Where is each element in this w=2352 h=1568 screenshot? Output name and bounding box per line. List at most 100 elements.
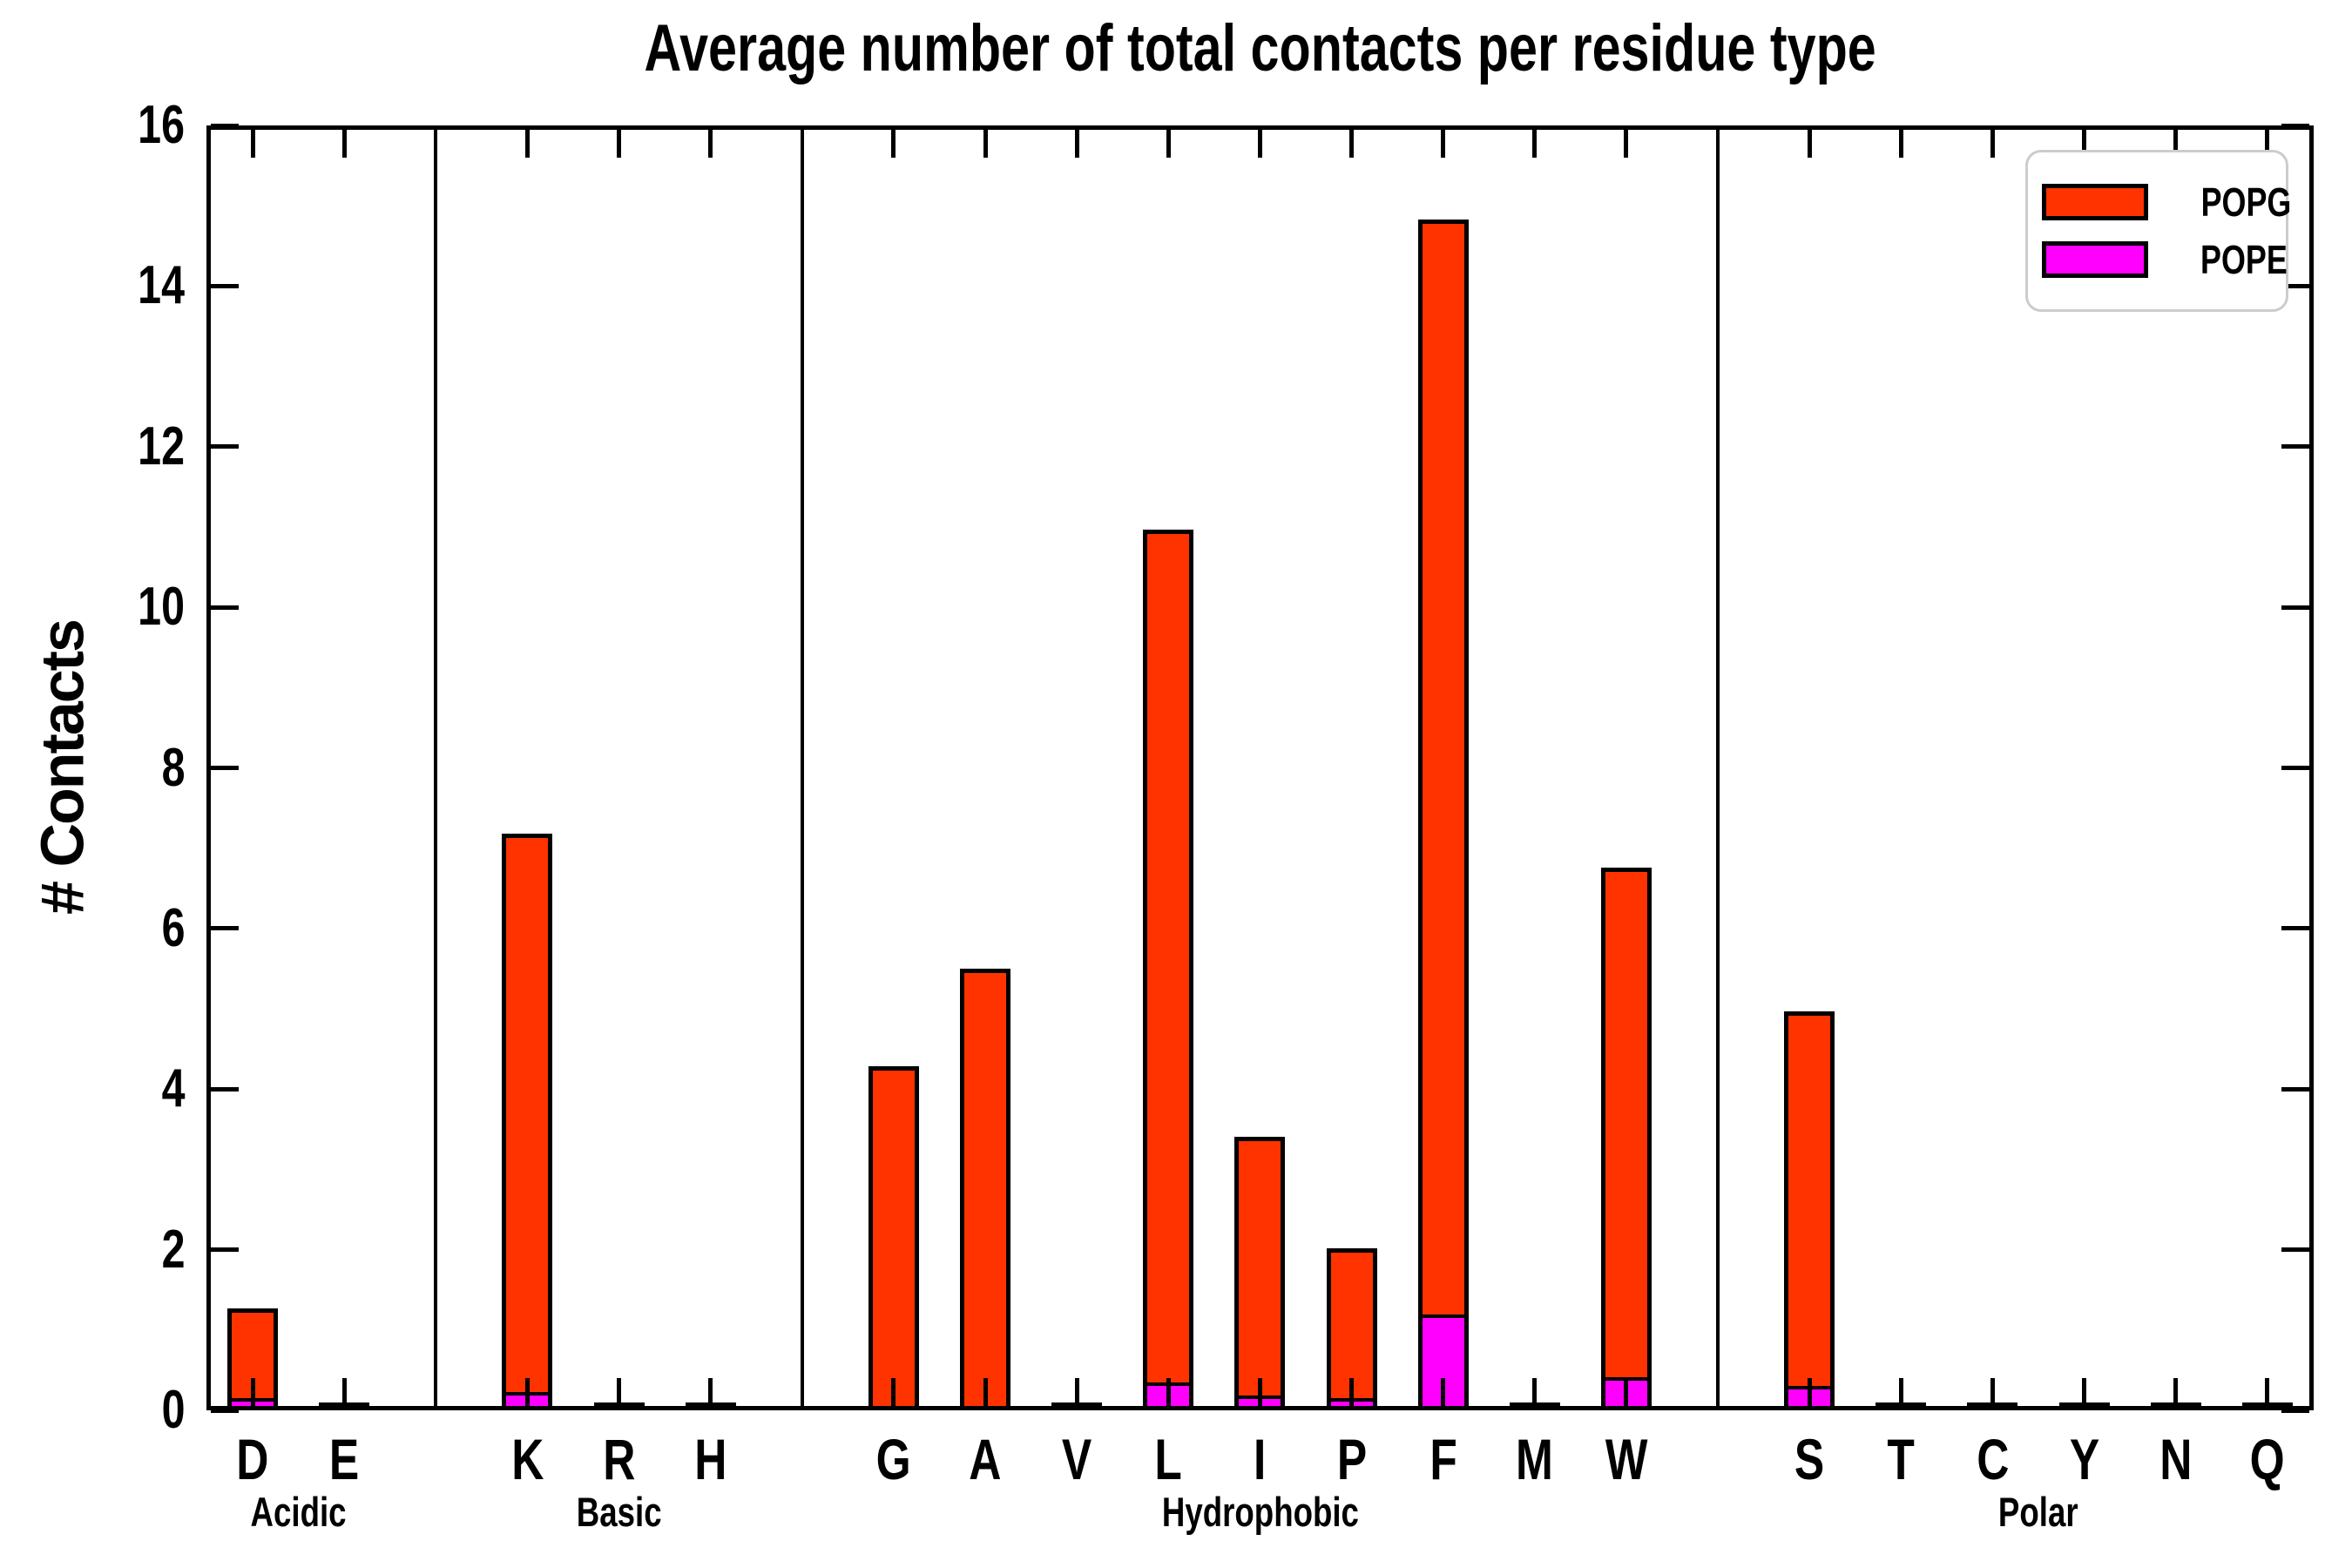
bar-F-popg [1417, 219, 1469, 1410]
tick-x-top-E [341, 130, 347, 158]
legend-item-pope: POPE [2042, 240, 2288, 280]
residue-label-Q: Q [2249, 1427, 2285, 1491]
tick-y-left-8 [211, 766, 239, 770]
legend-swatch-pope [2042, 241, 2148, 278]
group-label-polar: Polar [1998, 1489, 2078, 1535]
tick-x-bottom-Q [2265, 1378, 2270, 1406]
ytick-label-10: 10 [138, 577, 185, 638]
tick-x-top-I [1257, 130, 1262, 158]
tick-x-bottom-W [1624, 1378, 1629, 1406]
tick-x-top-M [1532, 130, 1538, 158]
tick-y-left-16 [211, 123, 239, 128]
bar-A-pope [961, 1406, 1010, 1410]
tick-x-top-F [1441, 130, 1446, 158]
ytick-label-12: 12 [138, 416, 185, 476]
tick-x-top-N [2173, 130, 2179, 158]
residue-label-H: H [694, 1427, 727, 1491]
tick-y-right-2 [2281, 1247, 2309, 1253]
tick-x-top-C [1990, 130, 1995, 158]
tick-y-right-10 [2281, 605, 2309, 610]
residue-label-L: L [1154, 1427, 1183, 1491]
tick-x-top-Y [2082, 130, 2087, 158]
chart-title: Average number of total contacts per res… [206, 12, 2314, 85]
bar-L-popg [1143, 529, 1194, 1410]
tick-y-left-0 [211, 1408, 239, 1413]
tick-y-right-16 [2281, 123, 2309, 128]
tick-x-bottom-H [708, 1378, 713, 1406]
residue-label-D: D [236, 1427, 269, 1491]
tick-x-top-V [1074, 130, 1079, 158]
ytick-label-6: 6 [161, 897, 185, 958]
tick-x-bottom-D [250, 1378, 255, 1406]
tick-y-right-8 [2281, 766, 2309, 770]
ytick-label-8: 8 [161, 737, 185, 798]
residue-label-E: E [328, 1427, 360, 1491]
legend: POPG POPE [2025, 150, 2291, 312]
residue-label-G: G [875, 1427, 911, 1491]
tick-y-right-4 [2281, 1086, 2309, 1092]
tick-x-top-G [891, 130, 896, 158]
tick-y-right-6 [2281, 926, 2309, 931]
tick-y-left-10 [211, 605, 239, 610]
legend-label-popg: POPG [2200, 179, 2292, 225]
bar-K-popg [502, 834, 553, 1410]
tick-x-top-S [1807, 130, 1812, 158]
bar-A-popg [960, 968, 1011, 1410]
tick-x-bottom-Y [2082, 1378, 2087, 1406]
group-divider-1 [434, 130, 438, 1406]
tick-x-bottom-P [1349, 1378, 1355, 1406]
residue-label-R: R [602, 1427, 636, 1491]
tick-x-top-L [1166, 130, 1171, 158]
tick-x-bottom-I [1257, 1378, 1262, 1406]
tick-x-top-D [250, 130, 255, 158]
tick-x-bottom-K [524, 1378, 530, 1406]
group-divider-3 [1716, 130, 1720, 1406]
residue-label-N: N [2159, 1427, 2193, 1491]
group-divider-2 [800, 130, 804, 1406]
tick-x-bottom-L [1166, 1378, 1171, 1406]
residue-label-F: F [1429, 1427, 1457, 1491]
ytick-label-4: 4 [161, 1058, 185, 1119]
tick-x-top-T [1898, 130, 1903, 158]
tick-x-top-A [983, 130, 988, 158]
residue-label-K: K [510, 1427, 544, 1491]
tick-x-bottom-M [1532, 1378, 1538, 1406]
residue-label-Y: Y [2069, 1427, 2099, 1491]
tick-x-bottom-G [891, 1378, 896, 1406]
tick-y-right-12 [2281, 444, 2309, 449]
residue-label-P: P [1336, 1427, 1367, 1491]
legend-swatch-popg [2042, 184, 2148, 220]
ytick-label-16: 16 [138, 95, 185, 155]
bar-G-popg [868, 1066, 919, 1410]
tick-y-left-6 [211, 926, 239, 931]
tick-x-top-K [524, 130, 530, 158]
bar-I-popg [1234, 1136, 1286, 1410]
residue-label-S: S [1794, 1427, 1825, 1491]
group-label-basic: Basic [576, 1489, 662, 1535]
residue-label-M: M [1516, 1427, 1554, 1491]
chart-title-text: Average number of total contacts per res… [644, 11, 1876, 85]
tick-y-right-0 [2281, 1408, 2309, 1413]
bar-S-popg [1784, 1010, 1835, 1410]
ytick-label-2: 2 [161, 1219, 185, 1280]
tick-x-bottom-E [341, 1378, 347, 1406]
tick-y-right-14 [2281, 283, 2309, 288]
tick-x-bottom-C [1990, 1378, 1995, 1406]
residue-label-C: C [1976, 1427, 2010, 1491]
tick-y-left-14 [211, 283, 239, 288]
tick-y-left-12 [211, 444, 239, 449]
tick-x-top-W [1624, 130, 1629, 158]
legend-label-pope: POPE [2200, 237, 2288, 282]
residue-label-V: V [1061, 1427, 1092, 1491]
residue-label-I: I [1254, 1427, 1267, 1491]
tick-x-top-H [708, 130, 713, 158]
bar-W-popg [1600, 867, 1652, 1410]
group-label-hydrophobic: Hydrophobic [1161, 1489, 1359, 1535]
bar-G-pope [868, 1406, 918, 1410]
tick-x-bottom-A [983, 1378, 988, 1406]
ytick-label-0: 0 [161, 1380, 185, 1440]
residue-label-T: T [1887, 1427, 1916, 1491]
tick-x-bottom-F [1441, 1378, 1446, 1406]
tick-x-top-Q [2265, 130, 2270, 158]
tick-y-left-4 [211, 1086, 239, 1092]
